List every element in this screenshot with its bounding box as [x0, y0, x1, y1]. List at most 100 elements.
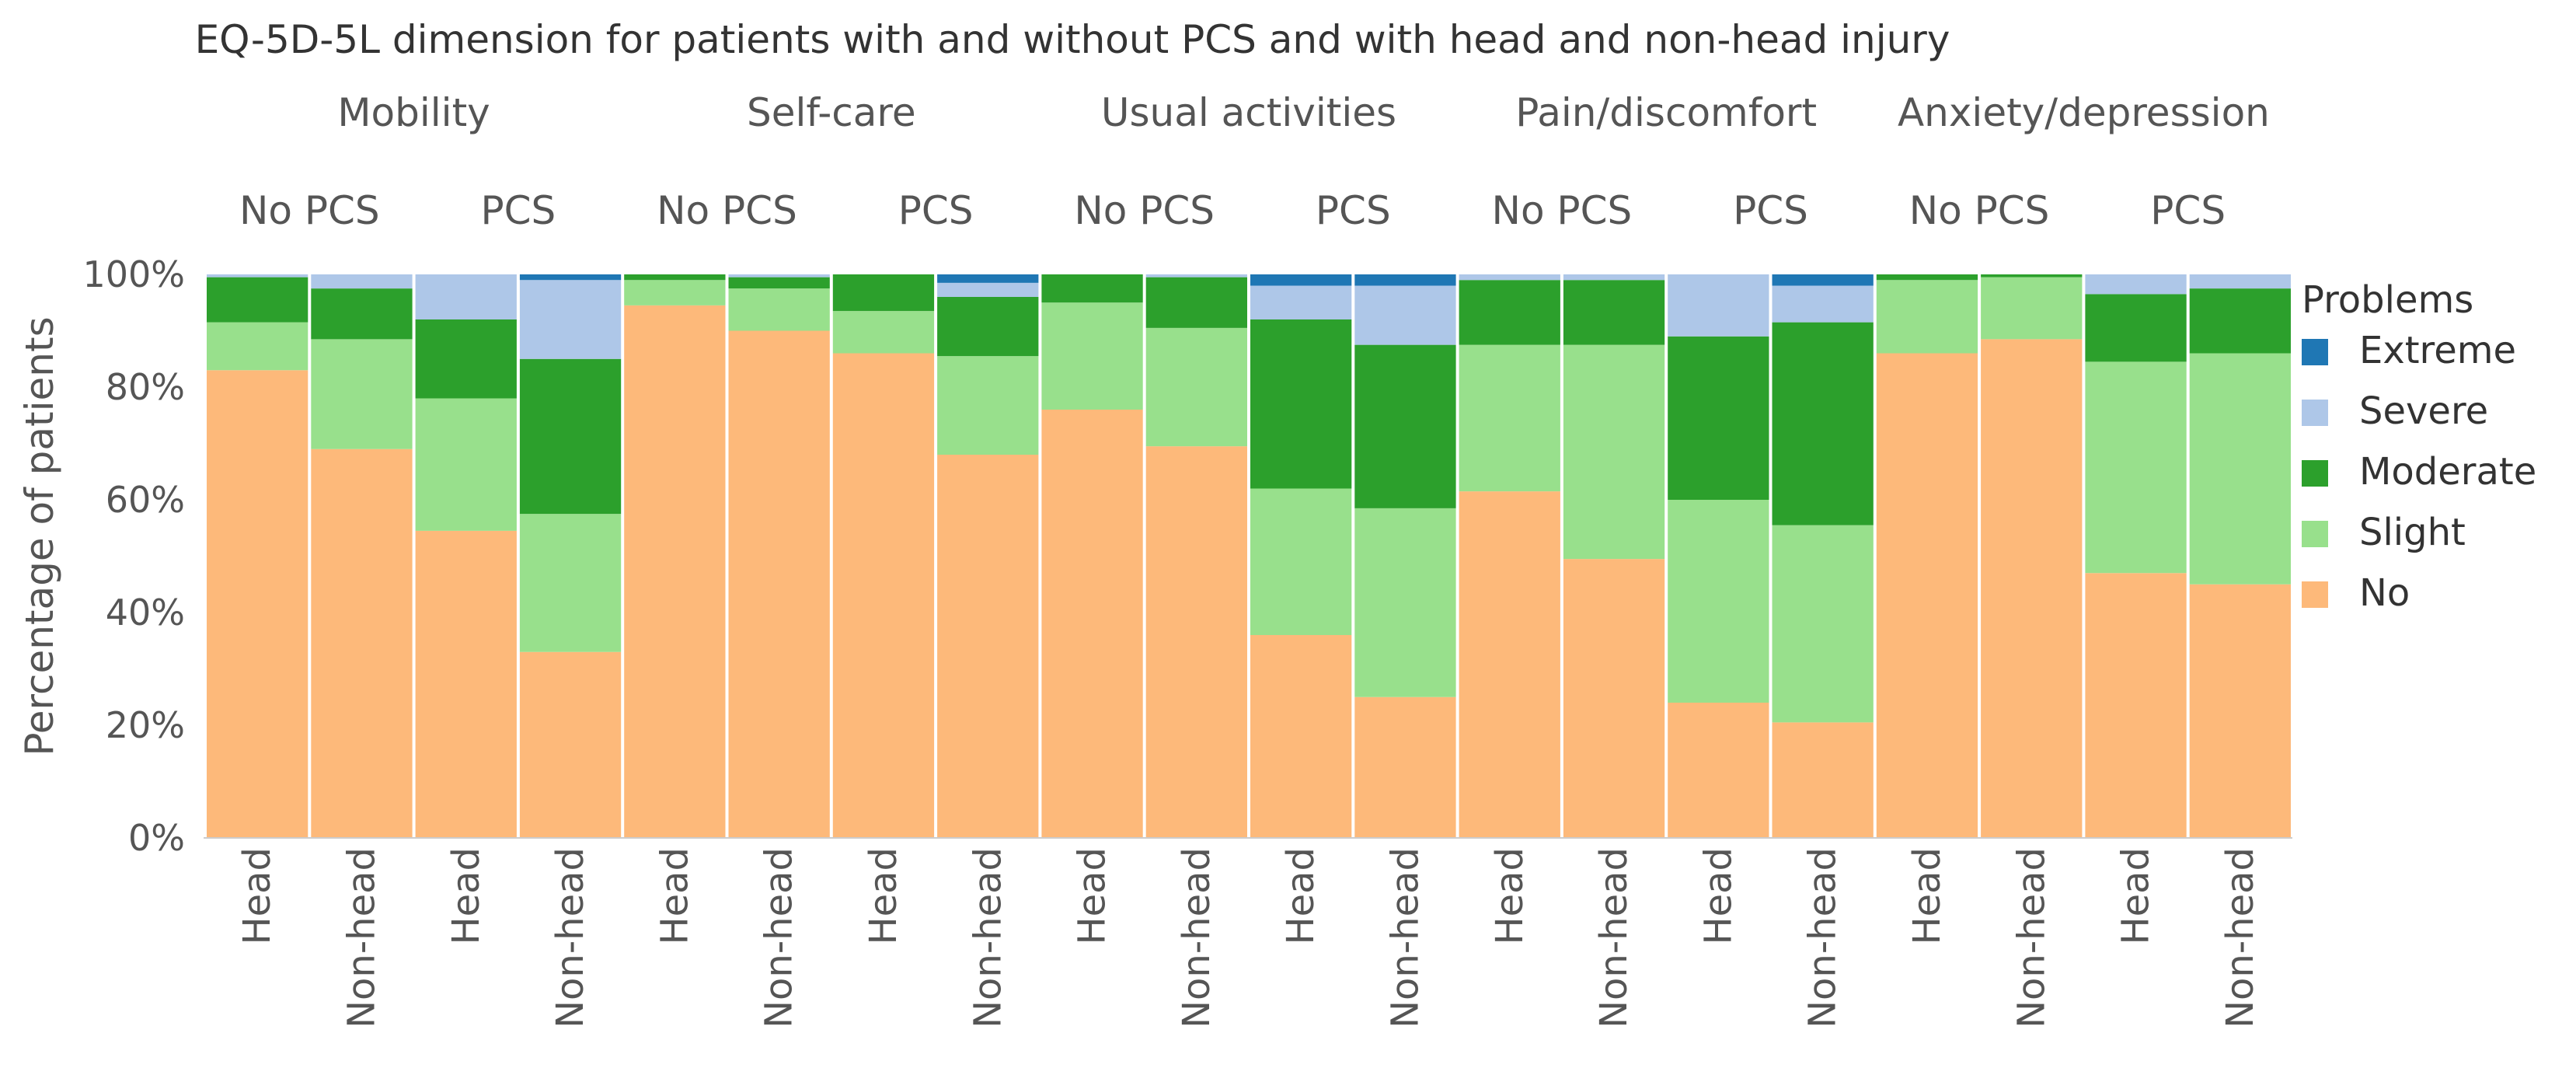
x-category-label: Non-head [1592, 847, 1636, 1028]
bar-segment-severe [1145, 274, 1247, 277]
x-category-label: Non-head [1383, 847, 1427, 1028]
bar-segment-moderate [2085, 294, 2187, 362]
dimension-label: Mobility [337, 90, 490, 135]
pcs-group-label: PCS [898, 188, 974, 233]
bar-segment-no [1145, 446, 1247, 838]
x-category-label: Head [862, 847, 905, 945]
bar-segment-slight [2085, 361, 2187, 574]
legend-swatch-severe [2302, 400, 2328, 426]
bar-segment-no [1250, 635, 1352, 838]
x-category-label: Non-head [1801, 847, 1845, 1028]
x-category-label: Non-head [966, 847, 1009, 1028]
y-tick-label: 60% [106, 479, 185, 521]
legend-swatch-moderate [2302, 460, 2328, 487]
bar-segment-moderate [1145, 277, 1247, 328]
pcs-group-label: PCS [480, 188, 556, 233]
bar-segment-severe [1563, 274, 1665, 281]
bar-segment-moderate [1876, 274, 1978, 281]
bar-segment-slight [519, 514, 622, 652]
bar-segment-extreme [1772, 274, 1874, 286]
bar-segment-slight [415, 398, 517, 531]
x-axis-category-labels: Head Non-head Head Non-head Head Non-head Head… [235, 847, 2262, 1028]
pcs-group-label: No PCS [1074, 188, 1215, 233]
bar-segment-slight [624, 280, 726, 305]
pcs-group-label: PCS [2150, 188, 2226, 233]
bar-segment-moderate [1981, 274, 2083, 277]
dimension-label: Self-care [747, 90, 916, 135]
bar-segment-severe [2085, 274, 2187, 295]
bar-segment-slight [311, 339, 413, 449]
bar-segment-moderate [1668, 336, 1769, 500]
bar-segment-no [311, 448, 413, 838]
bar-segment-no [1354, 696, 1456, 838]
bar-segment-severe [207, 274, 308, 277]
bar-segment-severe [1354, 285, 1456, 345]
x-category-label: Head [1488, 847, 1532, 945]
bar-segment-moderate [1563, 280, 1665, 345]
bar-segment-severe [311, 274, 413, 289]
bar-segment-severe [1668, 274, 1769, 337]
x-category-label: Non-head [2219, 847, 2262, 1028]
pcs-group-label: No PCS [657, 188, 797, 233]
bar-segment-slight [832, 311, 935, 354]
y-tick-label: 20% [106, 704, 185, 746]
bar-segment-moderate [937, 297, 1039, 357]
legend-label-extreme: Extreme [2359, 329, 2516, 372]
dimension-label: Usual activities [1101, 90, 1396, 135]
x-category-label: Head [1279, 847, 1323, 945]
bar-segment-extreme [937, 274, 1039, 283]
bar-segment-slight [937, 356, 1039, 455]
bar-segment-severe [1250, 285, 1352, 319]
bar-segment-moderate [832, 274, 935, 312]
bar-segment-moderate [519, 358, 622, 515]
bar-segment-moderate [1354, 344, 1456, 508]
bar-segment-no [728, 330, 830, 838]
pcs-group-label: No PCS [1492, 188, 1633, 233]
x-category-label: Non-head [549, 847, 592, 1028]
bar-segment-moderate [311, 288, 413, 340]
y-axis-ticks: 0% 20% 40% 60% 80% 100% [82, 253, 185, 859]
bar-segment-no [1041, 410, 1143, 838]
bar-segment-slight [1668, 500, 1769, 703]
y-axis-label: Percentage of patients [17, 316, 62, 756]
legend-label-slight: Slight [2359, 511, 2466, 554]
bar-segment-slight [1041, 302, 1143, 410]
x-category-label: Head [235, 847, 279, 945]
bar-segment-no [937, 455, 1039, 838]
bar-segment-moderate [2189, 288, 2291, 354]
legend-label-no: No [2359, 571, 2410, 615]
y-tick-label: 0% [128, 817, 185, 859]
bar-segment-slight [207, 322, 308, 371]
bar-segment-slight [728, 288, 830, 331]
x-category-label: Head [1905, 847, 1949, 945]
bar-segment-moderate [1041, 274, 1143, 303]
bar-segment-moderate [728, 277, 830, 289]
bar-segment-no [519, 651, 622, 838]
y-tick-label: 40% [106, 592, 185, 633]
bar-segment-severe [519, 280, 622, 359]
bar-segment-severe [2189, 274, 2291, 289]
y-tick-label: 100% [82, 253, 185, 295]
bar-segment-moderate [1459, 280, 1560, 345]
bar-segment-extreme [1354, 274, 1456, 286]
bar-segment-slight [1459, 344, 1560, 492]
x-category-label: Non-head [2010, 847, 2053, 1028]
bar-segment-slight [1876, 280, 1978, 354]
x-category-label: Head [2114, 847, 2158, 945]
bar-segment-severe [415, 274, 517, 319]
bar-segment-no [1772, 722, 1874, 838]
legend: Problems Extreme Severe Moderate Slight No [2302, 278, 2536, 615]
legend-label-severe: Severe [2359, 389, 2488, 433]
bar-segment-slight [1563, 344, 1665, 560]
legend-label-moderate: Moderate [2359, 450, 2536, 494]
bar-segment-extreme [1250, 274, 1352, 286]
bar-segment-slight [1354, 508, 1456, 697]
bar-segment-extreme [519, 274, 622, 281]
bar-segment-moderate [1772, 322, 1874, 525]
dimension-label: Anxiety/depression [1898, 90, 2270, 135]
bar-segment-slight [1250, 488, 1352, 635]
pcs-group-labels: No PCS PCS No PCS PCS No PCS PCS No PCS PCS No P… [239, 188, 2226, 233]
x-category-label: Non-head [758, 847, 801, 1028]
dimension-label: Pain/discomfort [1515, 90, 1817, 135]
